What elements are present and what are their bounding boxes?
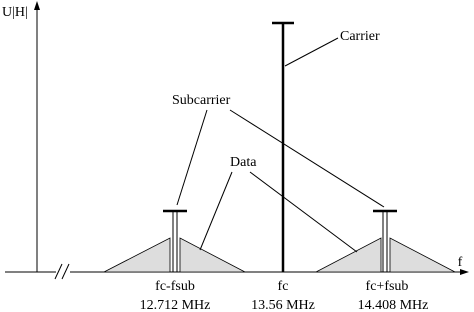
marker-label: fc-fsub xyxy=(155,279,195,294)
data-band xyxy=(389,237,456,273)
x-arrow xyxy=(460,269,469,275)
y-arrow xyxy=(34,1,40,10)
subcarrier-label: Subcarrier xyxy=(172,93,231,108)
marker-frequency: 14.408 MHz xyxy=(358,298,429,312)
y-label: U|H| xyxy=(2,5,28,20)
data-band xyxy=(179,237,246,273)
leader xyxy=(176,109,208,206)
x-label: f xyxy=(458,255,463,270)
leader xyxy=(249,171,358,253)
marker-frequency: 12.712 MHz xyxy=(140,298,211,312)
leader xyxy=(229,109,385,208)
marker-label: fc+fsub xyxy=(366,279,409,294)
leader xyxy=(284,37,339,67)
carrier-label: Carrier xyxy=(340,29,380,44)
leader xyxy=(199,171,233,251)
axis-break xyxy=(54,263,63,280)
data-label: Data xyxy=(230,155,257,170)
axis-break-gap xyxy=(56,264,70,280)
marker-frequency: 13.56 MHz xyxy=(251,298,315,312)
marker-label: fc xyxy=(278,279,289,294)
data-band xyxy=(315,237,382,273)
axis-break xyxy=(61,263,70,280)
data-band xyxy=(103,237,171,273)
